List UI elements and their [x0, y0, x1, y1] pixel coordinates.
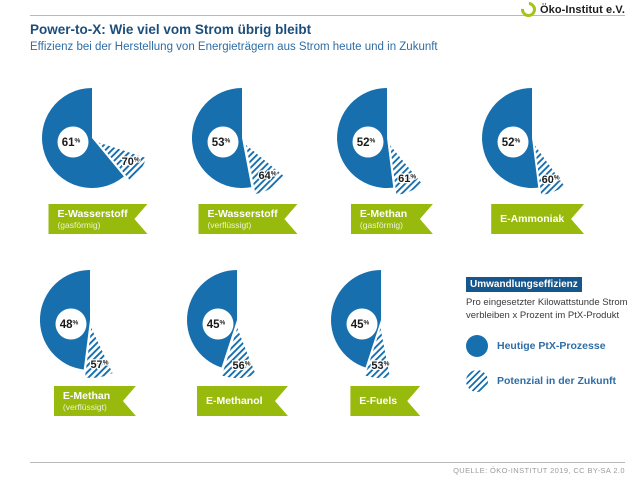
- product-banner: E-Fuels: [350, 386, 420, 416]
- legend-item-today: Heutige PtX-Prozesse: [466, 335, 640, 357]
- legend-title-badge: Umwandlungseffizienz: [466, 277, 582, 292]
- banner-sublabel: (verflüssigt): [62, 402, 107, 412]
- banner-sublabel: (gasförmig): [359, 220, 403, 230]
- page-subtitle: Effizienz bei der Herstellung von Energi…: [30, 41, 438, 53]
- pie-chart: 48%57%: [39, 270, 113, 378]
- banner-label: E-Fuels: [359, 395, 398, 407]
- pie-chart: 45%53%: [331, 270, 391, 378]
- pie-card-e-methanol: 45% 56% E-Methanol: [175, 258, 299, 428]
- product-banner: E-Ammoniak: [491, 204, 584, 234]
- product-banner: E-Methan (gasförmig): [351, 204, 433, 234]
- pie-card-e-wasserstoff-fluessig: 53% 64% E-Wasserstoff (verflüssigt): [180, 76, 304, 246]
- product-banner: E-Wasserstoff (verflüssigt): [198, 204, 297, 234]
- product-banner: E-Wasserstoff (gasförmig): [48, 204, 147, 234]
- hatched-circle-icon: [466, 370, 488, 392]
- pie-card-e-ammoniak: 52% 60% E-Ammoniak: [470, 76, 594, 246]
- pie-chart: 52%60%: [482, 88, 565, 196]
- footer-divider: [30, 462, 625, 463]
- solid-circle-icon: [466, 335, 488, 357]
- pie-card-e-methan-fluessig: 48% 57% E-Methan (verflüssigt): [28, 258, 152, 428]
- banner-label: E-Methan: [359, 208, 408, 220]
- pie-card-e-methan-gas: 52% 61% E-Methan (gasförmig): [325, 76, 449, 246]
- product-banner: E-Methan (verflüssigt): [54, 386, 136, 416]
- legend-panel: Umwandlungseffizienz Pro eingesetzter Ki…: [466, 274, 640, 392]
- header-divider: [30, 15, 625, 16]
- banner-label: E-Methanol: [205, 395, 263, 407]
- banner-sublabel: (gasförmig): [57, 220, 101, 230]
- source-text: QUELLE: ÖKO-INSTITUT 2019, CC BY-SA 2.0: [453, 466, 625, 475]
- banner-sublabel: (verflüssigt): [207, 220, 252, 230]
- page-title: Power-to-X: Wie viel vom Strom übrig ble…: [30, 22, 312, 37]
- banner-label: E-Methan: [62, 390, 111, 402]
- pie-card-e-fuels: 45% 53% E-Fuels: [319, 258, 443, 428]
- leaf-icon: [517, 0, 540, 21]
- pie-chart: 53%64%: [191, 88, 285, 194]
- pie-chart: 45%56%: [187, 270, 256, 378]
- banner-label: E-Wasserstoff: [207, 208, 278, 220]
- pie-chart: 52%61%: [337, 88, 423, 195]
- banner-label: E-Ammoniak: [500, 213, 565, 225]
- logo-text: Öko-Institut e.V.: [539, 3, 625, 16]
- legend-item-future: Potenzial in der Zukunft: [466, 370, 640, 392]
- legend-item-label: Heutige PtX-Prozesse: [497, 340, 606, 352]
- banner-label: E-Wasserstoff: [57, 208, 128, 220]
- legend-description: Pro eingesetzter Kilowattstunde Strom ve…: [466, 297, 628, 321]
- product-banner: E-Methanol: [197, 386, 288, 416]
- pie-chart: 61%70%: [42, 88, 147, 188]
- oeko-institut-logo: Öko-Institut e.V.: [517, 0, 625, 21]
- pie-card-e-wasserstoff-gas: 61% 70% E-Wasserstoff (gasförmig): [30, 76, 154, 246]
- legend-item-label: Potenzial in der Zukunft: [497, 375, 617, 387]
